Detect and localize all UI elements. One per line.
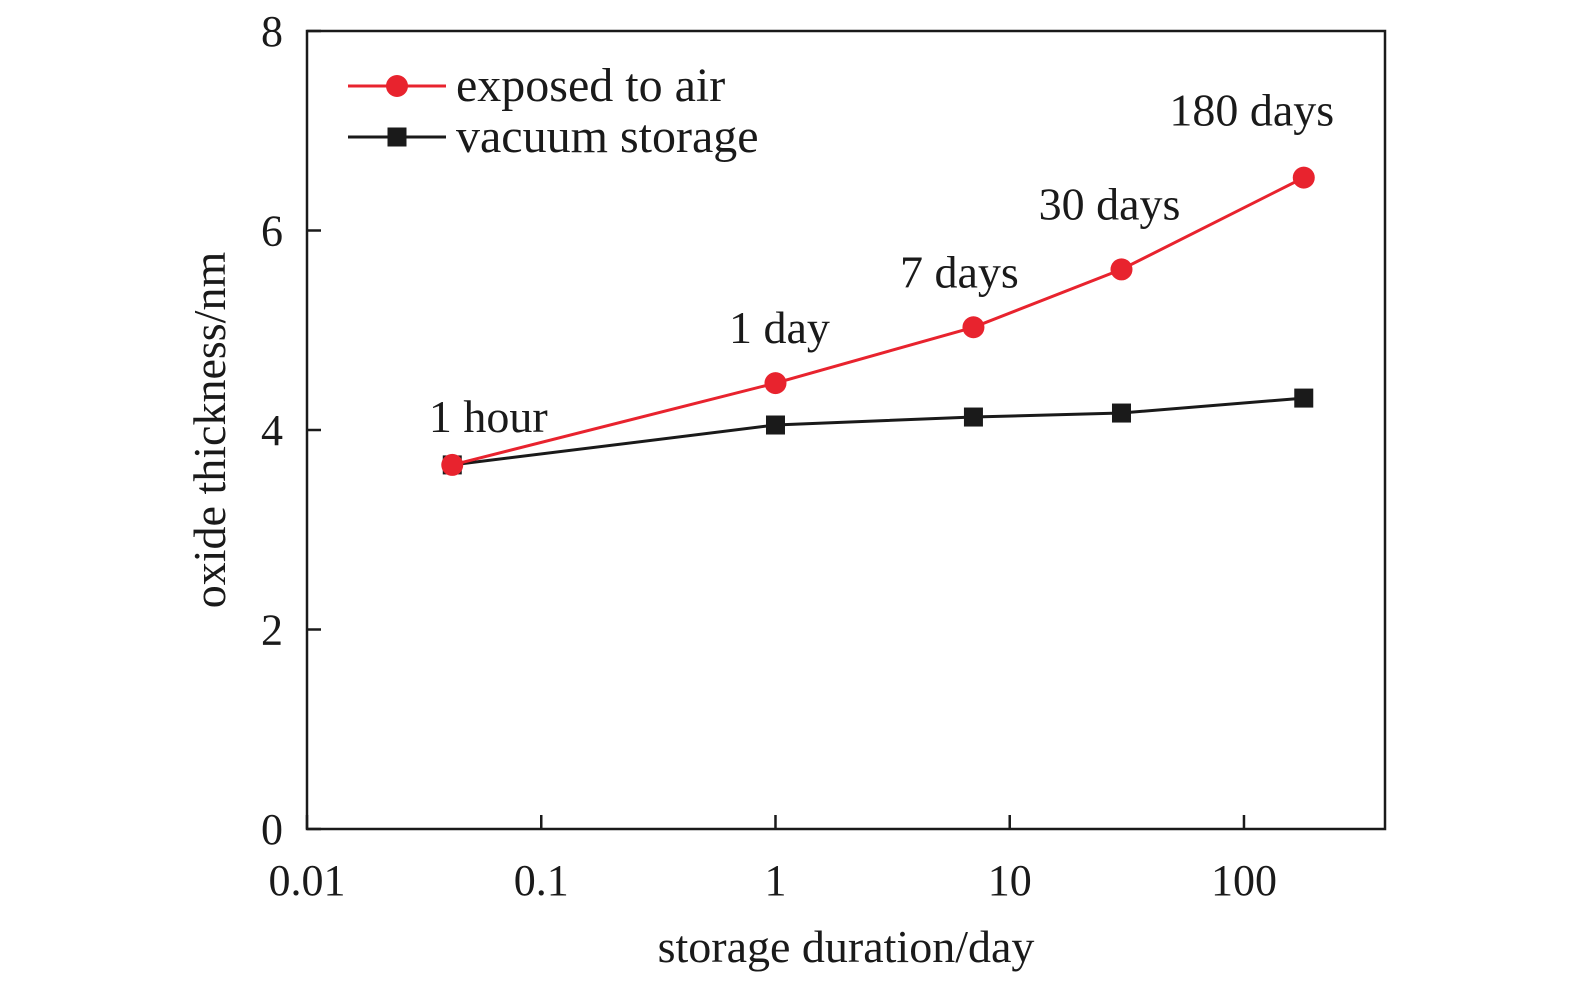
series-layer [441, 166, 1315, 476]
data-point-vacuum-storage [963, 407, 983, 427]
data-point-exposed-to-air [1292, 166, 1315, 189]
annotation-label: 1 day [729, 302, 830, 353]
y-tick-label: 0 [261, 805, 283, 854]
data-point-vacuum-storage [765, 415, 785, 435]
y-axis-ticks: 0 2 4 6 8 [261, 7, 321, 854]
x-tick-label: 10 [988, 856, 1032, 905]
data-point-vacuum-storage [1294, 388, 1314, 408]
legend-label: exposed to air [456, 59, 725, 112]
x-tick-label: 0.01 [269, 856, 346, 905]
y-tick-label: 6 [261, 207, 283, 256]
y-tick-label: 8 [261, 7, 283, 56]
x-tick-label: 1 [764, 856, 786, 905]
x-tick-label: 0.1 [514, 856, 569, 905]
x-axis-title: storage duration/day [658, 921, 1035, 972]
x-axis-ticks: 0.01 0.1 1 10 100 [269, 815, 1277, 905]
data-point-vacuum-storage [1111, 403, 1131, 423]
y-tick-label: 2 [261, 606, 283, 655]
data-point-exposed-to-air [764, 372, 787, 395]
annotation-label: 30 days [1039, 178, 1181, 229]
annotation-label: 180 days [1169, 85, 1334, 136]
legend-marker [387, 127, 407, 147]
y-tick-label: 4 [261, 406, 283, 455]
annotation-label: 1 hour [429, 391, 548, 442]
data-point-exposed-to-air [962, 316, 985, 339]
legend-marker [386, 75, 408, 97]
annotations: 1 hour 1 day 7 days 30 days 180 days [429, 85, 1334, 442]
data-point-exposed-to-air [1110, 258, 1133, 281]
x-tick-label: 100 [1211, 856, 1277, 905]
data-point-exposed-to-air [441, 453, 464, 476]
annotation-label: 7 days [900, 246, 1019, 297]
y-axis-title: oxide thickness/nm [184, 252, 235, 609]
legend-label: vacuum storage [456, 110, 759, 163]
